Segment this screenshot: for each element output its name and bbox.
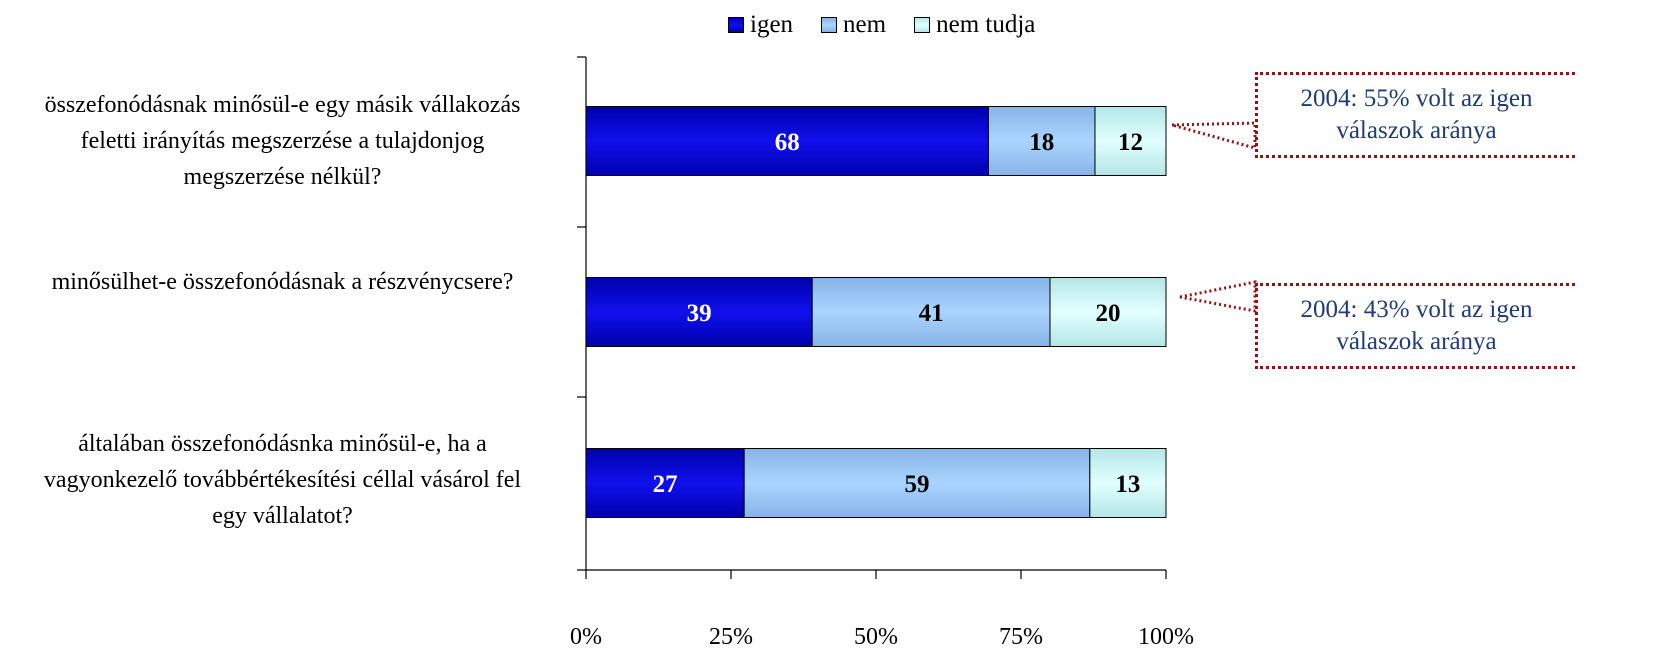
data-label: 20 bbox=[1096, 300, 1121, 327]
bar-nem-tudja-3 bbox=[1089, 448, 1167, 518]
bar-nem-2 bbox=[811, 277, 1051, 347]
annotation-callout-2: 2004: 43% volt az igen válaszok aránya bbox=[1255, 283, 1575, 369]
x-tick-label: 100% bbox=[1138, 624, 1194, 650]
callout-pointer bbox=[1171, 121, 1257, 150]
data-label: 41 bbox=[919, 300, 944, 327]
data-label: 68 bbox=[775, 129, 800, 156]
bars: 68 18 12 39 41 20 27 59 13 bbox=[585, 106, 1167, 518]
bar-nem-tudja-1 bbox=[1094, 106, 1167, 176]
category-label-3: általában összefonódásnka minősül-e, ha … bbox=[43, 431, 522, 529]
data-label: 59 bbox=[905, 471, 930, 498]
x-tick-label: 25% bbox=[709, 624, 753, 650]
legend-label-igen: igen bbox=[750, 11, 794, 38]
bar-igen-3 bbox=[585, 448, 745, 518]
legend-item-igen: igen bbox=[728, 11, 793, 39]
bar-nem-3 bbox=[743, 448, 1091, 518]
data-label: 12 bbox=[1118, 129, 1143, 156]
data-label: 18 bbox=[1029, 129, 1054, 156]
x-tick-label: 75% bbox=[999, 624, 1043, 650]
bar-nem-tudja-2 bbox=[1049, 277, 1167, 347]
legend-swatch-igen bbox=[728, 17, 744, 33]
legend-swatch-nem bbox=[821, 17, 838, 33]
bar-igen-1 bbox=[585, 106, 989, 176]
legend-label-nem: nem bbox=[843, 11, 887, 38]
legend-label-nem-tudja: nem tudja bbox=[936, 11, 1036, 38]
data-label: 39 bbox=[687, 300, 712, 327]
legend: igen nem nem tudja bbox=[728, 8, 1035, 42]
category-label-2: minősülhet-e összefonódásnak a részvényc… bbox=[51, 269, 514, 295]
callout-pointer bbox=[1179, 280, 1257, 313]
legend-item-nem-tudja: nem tudja bbox=[914, 11, 1035, 39]
legend-swatch-nem-tudja bbox=[914, 17, 931, 33]
category-label-1: összefonódásnak minősül-e egy másik váll… bbox=[44, 92, 521, 190]
data-label: 13 bbox=[1115, 471, 1140, 498]
data-label: 27 bbox=[653, 471, 678, 498]
x-tick-label: 0% bbox=[570, 624, 602, 650]
x-tick-label: 50% bbox=[854, 624, 898, 650]
legend-item-nem: nem bbox=[821, 11, 886, 39]
callout-connectors bbox=[1171, 121, 1257, 313]
annotation-callout-1: 2004: 55% volt az igen válaszok aránya bbox=[1255, 72, 1575, 158]
